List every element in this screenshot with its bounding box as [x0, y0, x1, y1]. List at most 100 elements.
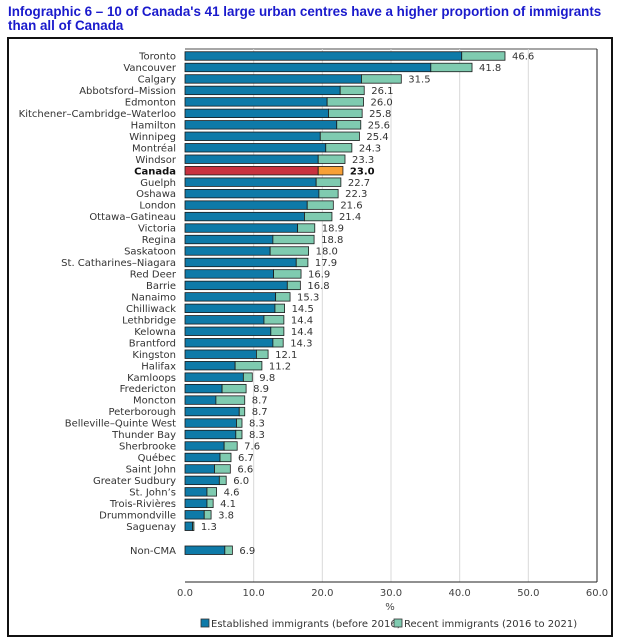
category-label: Edmonton	[125, 97, 176, 108]
bar-recent	[272, 234, 315, 245]
category-label: Drummondville	[99, 510, 176, 521]
bars	[184, 51, 506, 555]
x-axis: 0.0 10.0 20.0 30.0 40.0 50.0 60.0	[177, 581, 608, 599]
bar-established	[184, 545, 226, 555]
legend-swatch	[200, 618, 210, 628]
legend: Established immigrants (before 2016) Rece…	[200, 618, 577, 630]
bar-established	[184, 395, 217, 405]
bar-recent	[315, 177, 342, 187]
bar-established	[184, 131, 321, 141]
bar-recent	[275, 292, 291, 302]
bar-established	[184, 223, 299, 233]
value-label: 22.7	[348, 178, 370, 189]
bar-recent	[242, 372, 253, 382]
x-tick-label: 40.0	[449, 588, 471, 599]
bar-recent	[461, 51, 506, 61]
category-label: Belleville–Quinte West	[65, 419, 176, 430]
bar-established	[184, 120, 338, 130]
category-label: Kamloops	[127, 373, 176, 384]
bar-recent	[269, 246, 310, 256]
bar-established	[184, 326, 272, 336]
x-tick-label: 10.0	[243, 588, 265, 599]
value-label: 24.3	[359, 143, 381, 154]
category-label: Windsor	[135, 155, 176, 166]
bar-recent	[256, 349, 269, 359]
bar-recent	[218, 475, 227, 486]
value-label: 14.4	[291, 315, 313, 326]
bar-established	[184, 464, 215, 474]
bar-recent	[328, 108, 363, 118]
bar-established	[184, 452, 221, 463]
bar-recent	[297, 223, 316, 233]
category-label: Barrie	[146, 281, 176, 292]
bar-established	[184, 521, 193, 531]
bar-recent	[304, 211, 333, 222]
bar-established	[184, 154, 319, 164]
value-label: 8.9	[253, 384, 269, 395]
bar-recent	[339, 85, 365, 96]
value-label: 12.1	[275, 350, 297, 361]
value-label: 8.3	[249, 430, 265, 441]
x-tick-label: 0.0	[177, 588, 193, 599]
bar-recent	[203, 510, 212, 520]
bar-established	[184, 62, 432, 73]
value-label: 6.0	[233, 476, 249, 487]
bar-recent	[273, 269, 302, 279]
category-label: Kelowna	[134, 327, 176, 338]
value-label: 6.6	[237, 465, 253, 476]
bar-established	[184, 361, 236, 371]
category-label: Saguenay	[126, 522, 176, 533]
bar-established	[184, 177, 317, 187]
category-label: Oshawa	[136, 189, 176, 200]
value-label: 15.3	[297, 292, 319, 303]
category-label: Regina	[142, 235, 176, 246]
value-label: 46.6	[512, 52, 534, 63]
bar-recent	[318, 188, 339, 199]
value-label: 23.0	[350, 166, 375, 177]
bar-recent	[221, 383, 247, 394]
value-label: 6.9	[239, 546, 255, 557]
legend-label: Recent immigrants (2016 to 2021)	[404, 619, 577, 630]
category-label: Trois-Rivières	[109, 498, 176, 510]
bar-recent	[317, 166, 344, 176]
value-label: 11.2	[269, 361, 291, 372]
category-label: Peterborough	[108, 407, 176, 418]
bar-established	[184, 188, 320, 199]
bar-recent	[270, 326, 285, 336]
category-label: Abbotsford–Mission	[79, 86, 176, 97]
bar-recent	[325, 143, 353, 153]
category-label: Nanaimo	[131, 292, 176, 303]
value-label: 41.8	[479, 63, 501, 74]
bar-recent	[263, 315, 285, 325]
bar-established	[184, 510, 205, 520]
bar-established	[184, 338, 274, 348]
bar-recent	[234, 361, 263, 371]
value-label: 18.8	[321, 235, 343, 246]
bar-established	[184, 143, 327, 153]
bar-established	[184, 211, 305, 222]
category-label: Saskatoon	[124, 247, 176, 258]
value-label: 23.3	[352, 155, 374, 166]
bar-established	[184, 200, 308, 210]
bar-established	[184, 498, 208, 508]
bar-established	[184, 406, 240, 417]
category-label: Saint John	[126, 465, 176, 476]
value-label: 26.1	[371, 86, 393, 97]
value-label: 7.6	[244, 442, 260, 453]
bar-recent	[215, 395, 246, 405]
category-label: Vancouver	[123, 63, 177, 74]
bar-recent	[306, 200, 334, 210]
category-label: St. John’s	[129, 487, 176, 498]
legend-label: Established immigrants (before 2016)	[211, 619, 401, 630]
value-label: 14.3	[290, 338, 312, 349]
x-tick-label: 50.0	[517, 588, 539, 599]
bar-recent	[223, 441, 238, 451]
bar-established	[184, 315, 265, 325]
bar-recent	[326, 97, 364, 107]
x-tick-label: 20.0	[311, 588, 333, 599]
category-label: Kitchener–Cambridge–Waterloo	[19, 109, 176, 120]
category-label: St. Catharines–Niagara	[61, 258, 176, 269]
value-label: 16.9	[308, 270, 330, 281]
bar-recent	[295, 257, 309, 268]
bar-established	[184, 280, 288, 291]
